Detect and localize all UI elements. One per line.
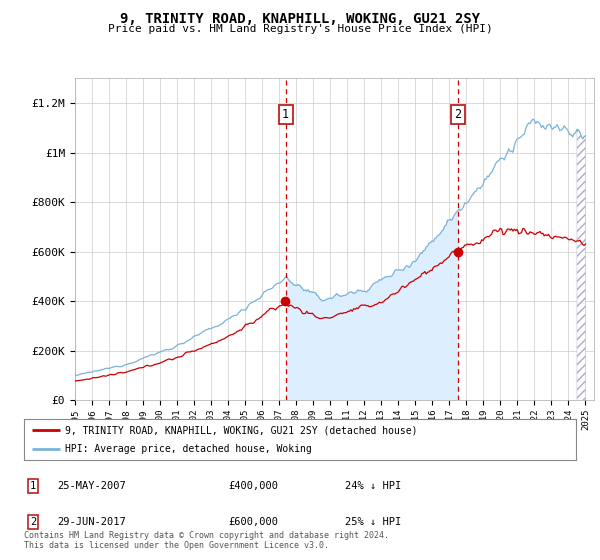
Text: Contains HM Land Registry data © Crown copyright and database right 2024.
This d: Contains HM Land Registry data © Crown c… [24, 530, 389, 550]
Text: £400,000: £400,000 [228, 481, 278, 491]
Text: 24% ↓ HPI: 24% ↓ HPI [345, 481, 401, 491]
Text: 29-JUN-2017: 29-JUN-2017 [57, 517, 126, 527]
Text: £600,000: £600,000 [228, 517, 278, 527]
Text: HPI: Average price, detached house, Woking: HPI: Average price, detached house, Woki… [65, 444, 312, 454]
Text: 1: 1 [30, 481, 36, 491]
Text: 9, TRINITY ROAD, KNAPHILL, WOKING, GU21 2SY: 9, TRINITY ROAD, KNAPHILL, WOKING, GU21 … [120, 12, 480, 26]
Text: 9, TRINITY ROAD, KNAPHILL, WOKING, GU21 2SY (detached house): 9, TRINITY ROAD, KNAPHILL, WOKING, GU21 … [65, 426, 418, 436]
Text: 2: 2 [30, 517, 36, 527]
Text: 25-MAY-2007: 25-MAY-2007 [57, 481, 126, 491]
Text: 2: 2 [454, 108, 461, 121]
Text: Price paid vs. HM Land Registry's House Price Index (HPI): Price paid vs. HM Land Registry's House … [107, 24, 493, 34]
Text: 1: 1 [282, 108, 289, 121]
Text: 25% ↓ HPI: 25% ↓ HPI [345, 517, 401, 527]
